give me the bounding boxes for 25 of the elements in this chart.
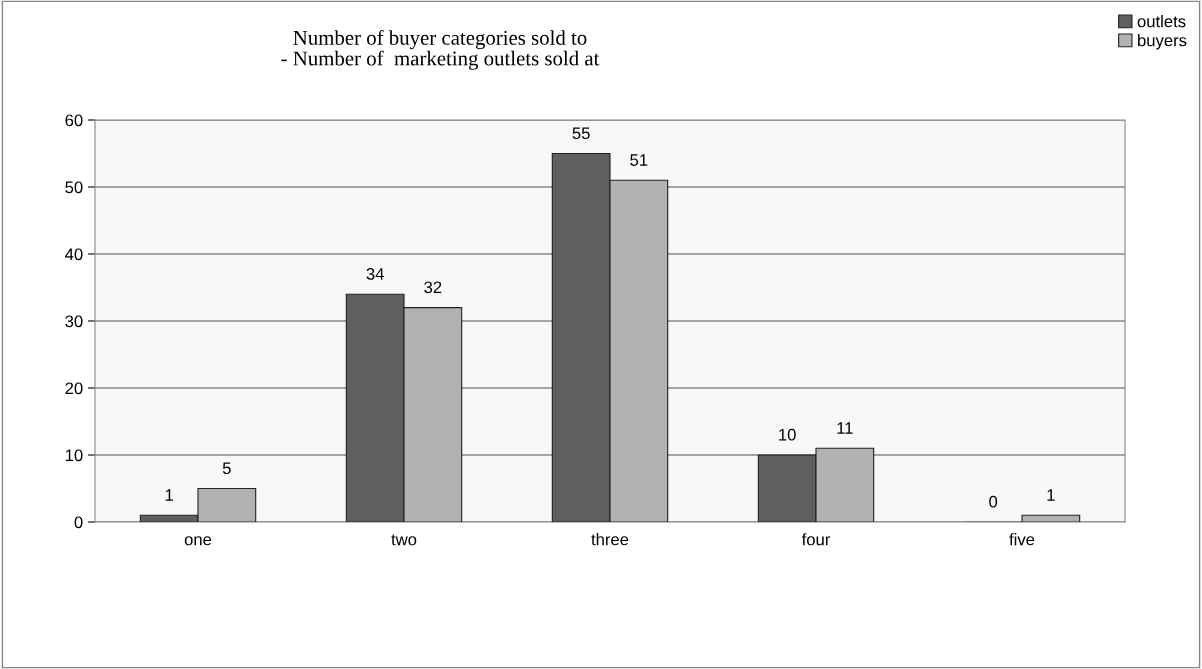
data-label: 55 bbox=[572, 127, 590, 140]
y-tick-label: 30 bbox=[65, 315, 83, 328]
y-tick-label: 60 bbox=[65, 114, 83, 127]
data-label: 5 bbox=[222, 462, 231, 475]
y-tick-label: 50 bbox=[65, 181, 83, 194]
x-tick-label: three bbox=[591, 533, 629, 546]
y-tick-label: 10 bbox=[65, 449, 83, 462]
data-label: 32 bbox=[424, 281, 442, 294]
y-tick-label: 0 bbox=[74, 516, 83, 529]
data-label: 51 bbox=[630, 154, 648, 166]
data-label: 10 bbox=[779, 428, 796, 441]
legend-label: buyers bbox=[1138, 34, 1187, 50]
x-tick-label: two bbox=[391, 534, 417, 546]
y-tick-label: 20 bbox=[65, 382, 83, 395]
x-tick-label: five bbox=[1009, 533, 1035, 546]
chart-title: Number of buyer categories sold to - Number of marketing outlets sold at bbox=[281, 30, 600, 70]
y-tick-label: 40 bbox=[65, 248, 83, 261]
x-tick-label: one bbox=[184, 536, 212, 546]
x-tick-label: four bbox=[801, 533, 831, 546]
data-label: 11 bbox=[837, 422, 853, 434]
data-label: 0 bbox=[989, 495, 998, 508]
data-label: 34 bbox=[366, 267, 384, 280]
legend-label: outlets bbox=[1137, 15, 1186, 28]
data-label: 1 bbox=[1047, 489, 1055, 501]
data-label: 1 bbox=[165, 489, 173, 501]
